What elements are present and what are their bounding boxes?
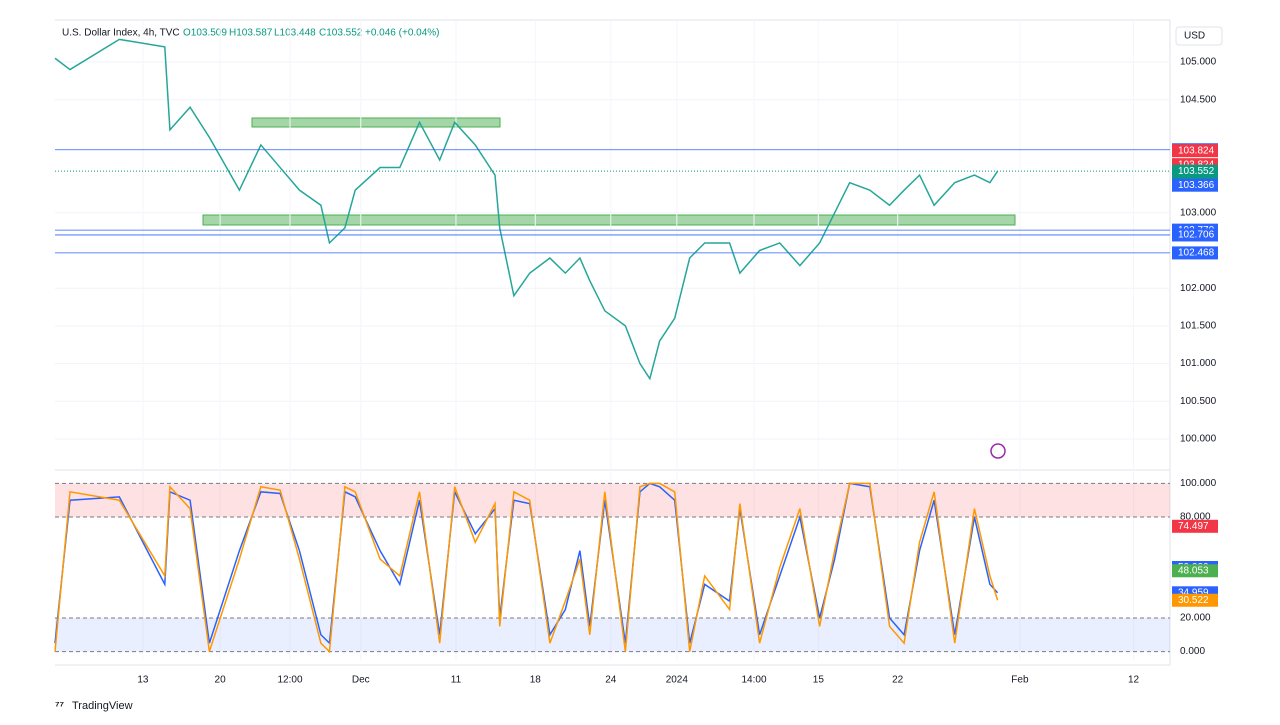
oversold-band [55,617,1170,652]
x-tick-label: 11 [451,675,462,686]
resistance-zone [251,117,501,128]
overbought-band [55,483,1170,518]
price-tag-label: 34.959 [1178,587,1209,598]
y-tick-label: 100.000 [1180,478,1217,489]
price-tag-label: 103.824 [1178,145,1215,156]
price-tag-label: 30.522 [1178,595,1209,606]
price-tag [1172,246,1218,260]
open: O103.509 [183,28,227,39]
y-tick-label: 105.000 [1180,57,1217,68]
price-tag [1172,144,1218,158]
price-tag-label: 103.366 [1178,180,1215,191]
price-tag [1172,593,1218,607]
y-tick-label: 104.500 [1180,94,1217,105]
high: H103.587 [229,28,273,39]
x-tick-label: 15 [813,675,825,686]
price-tag-label: 48.053 [1178,565,1209,576]
y-tick-label: 103.000 [1180,207,1217,218]
x-tick-label: 13 [137,675,149,686]
y-tick-label: 102.000 [1180,283,1217,294]
y-tick-label: 101.500 [1180,321,1217,332]
currency[interactable]: USD [1184,31,1205,42]
y-tick-label: 100.500 [1180,396,1217,407]
x-tick-label: 2024 [666,675,689,686]
price-tag-label: 102.468 [1178,248,1215,259]
x-tick-label: 22 [892,675,904,686]
price-tag [1172,564,1218,578]
y-tick-label: 101.000 [1180,358,1217,369]
x-tick-label: 14:00 [742,675,767,686]
x-tick-label: 12:00 [277,675,302,686]
support-zone [202,214,1016,226]
change: +0.046 (+0.04%) [365,28,440,39]
x-tick-label: 20 [215,675,227,686]
price-tag [1172,178,1218,192]
low: L103.448 [274,28,316,39]
close: C103.552 [319,28,363,39]
brand-logo: ⁷⁷ [55,700,65,712]
y-tick-label: 0.000 [1180,646,1205,657]
y-tick-label: 100.000 [1180,434,1217,445]
series-line [54,482,999,654]
y-tick-label: 20.000 [1180,613,1211,624]
price-tag [1172,228,1218,242]
price-tag [1172,519,1218,533]
x-tick-label: Feb [1011,675,1029,686]
series-line [54,38,999,381]
symbol: U.S. Dollar Index, 4h, TVC [62,28,180,39]
x-tick-label: 18 [530,675,542,686]
brand: TradingView [72,700,133,712]
y-tick-label: 80.000 [1180,512,1211,523]
x-tick-label: 12 [1128,675,1140,686]
x-tick-label: 24 [605,675,617,686]
alert-icon[interactable] [990,443,1006,459]
price-tag-label: 103.552 [1178,166,1215,177]
currency-button[interactable] [1175,26,1223,46]
x-tick-label: Dec [352,675,370,686]
price-tag-label: 74.497 [1178,521,1209,532]
price-tag-label: 102.706 [1178,230,1215,241]
